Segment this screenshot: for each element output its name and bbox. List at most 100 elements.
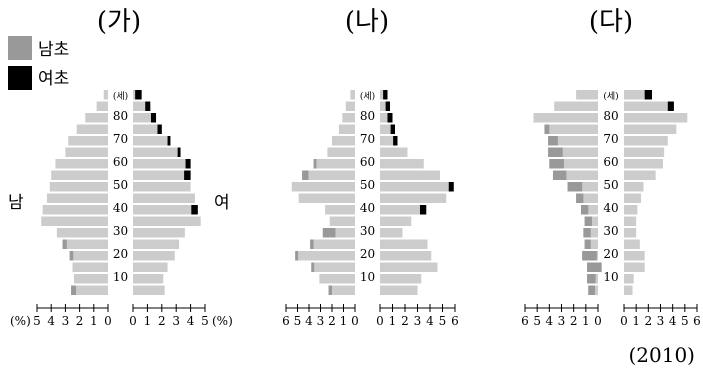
male-bar — [96, 101, 108, 111]
legend-swatch-male-surplus — [8, 36, 32, 60]
male-surplus-segment — [548, 136, 558, 146]
female-bar — [624, 262, 645, 272]
female-bar — [133, 124, 162, 134]
x-tick-label-right: 5 — [439, 314, 447, 328]
panel-title-a: (가) — [97, 7, 141, 37]
x-tick-label-right: 2 — [645, 314, 653, 328]
x-tick-label-left: 0 — [594, 314, 602, 328]
male-bar — [576, 193, 598, 203]
male-surplus-segment — [311, 262, 315, 272]
female-surplus-segment — [387, 113, 393, 123]
male-surplus-segment — [295, 251, 299, 261]
male-bar — [544, 124, 598, 134]
female-bar — [624, 182, 644, 192]
x-tick-label-left: 4 — [546, 314, 554, 328]
male-bar — [49, 182, 108, 192]
male-bar — [350, 90, 355, 100]
male-bar — [62, 239, 108, 249]
male-surplus-segment — [582, 251, 597, 261]
year-label: (2010) — [628, 343, 695, 367]
x-tick-label-left: 5 — [533, 314, 541, 328]
female-bar — [624, 285, 633, 295]
male-surplus-segment — [583, 228, 591, 238]
x-tick-label-right: 1 — [632, 314, 640, 328]
age-tick-label: 80 — [603, 109, 618, 123]
male-bar — [576, 90, 598, 100]
x-tick-label-right: 2 — [401, 314, 409, 328]
female-bar — [380, 228, 403, 238]
female-surplus-segment — [393, 136, 398, 146]
legend-swatch-female-surplus — [8, 66, 32, 90]
male-surplus-segment — [548, 147, 563, 157]
female-surplus-segment — [191, 205, 198, 215]
female-surplus-segment — [177, 147, 181, 157]
female-bar — [133, 274, 164, 284]
female-bar — [133, 113, 157, 123]
male-surplus-segment — [310, 239, 314, 249]
male-surplus-segment — [584, 239, 591, 249]
age-tick-label: 40 — [360, 201, 375, 215]
female-bar — [380, 147, 408, 157]
x-tick-label-right: 6 — [693, 314, 701, 328]
x-tick-label-right: 5 — [201, 314, 209, 328]
female-bar — [133, 251, 175, 261]
female-bar — [133, 182, 191, 192]
age-unit-label: (세) — [360, 91, 375, 102]
legend-label-male-surplus: 남초 — [38, 40, 69, 60]
x-tick-label-left: 2 — [76, 314, 84, 328]
x-tick-label-left: 4 — [47, 314, 55, 328]
axis-unit-right: (%) — [212, 314, 233, 328]
female-bar — [624, 251, 645, 261]
age-tick-label: 40 — [113, 201, 128, 215]
x-tick-label-right: 4 — [187, 314, 195, 328]
male-surplus-segment — [328, 285, 332, 295]
x-tick-label-right: 3 — [172, 314, 180, 328]
x-tick-label-left: 6 — [282, 314, 290, 328]
male-bar — [295, 251, 355, 261]
x-tick-label-left: 0 — [351, 314, 359, 328]
age-tick-label: 40 — [603, 201, 618, 215]
age-tick-label: 10 — [113, 270, 128, 284]
female-bar — [624, 101, 674, 111]
male-bar — [342, 113, 355, 123]
x-tick-label-left: 0 — [104, 314, 112, 328]
age-unit-label: (세) — [113, 91, 128, 102]
female-surplus-segment — [167, 136, 171, 146]
female-surplus-segment — [145, 101, 151, 111]
legend-label-female-surplus: 여초 — [38, 69, 69, 89]
male-bar — [327, 147, 355, 157]
female-surplus-segment — [644, 90, 652, 100]
age-tick-label: 60 — [113, 155, 128, 169]
female-bar — [380, 262, 438, 272]
female-bar — [624, 170, 656, 180]
age-tick-label: 20 — [603, 247, 618, 261]
female-bar — [624, 147, 665, 157]
male-surplus-segment — [544, 124, 550, 134]
female-surplus-segment — [383, 90, 388, 100]
male-bar — [552, 170, 598, 180]
age-tick-label: 20 — [360, 247, 375, 261]
male-bar — [338, 124, 355, 134]
female-bar — [380, 136, 398, 146]
age-tick-label: 10 — [360, 270, 375, 284]
female-bar — [380, 101, 390, 111]
male-bar — [319, 274, 355, 284]
female-surplus-segment — [151, 113, 157, 123]
male-bar — [55, 159, 108, 169]
male-bar — [311, 262, 355, 272]
x-tick-label-right: 1 — [144, 314, 152, 328]
female-surplus-segment — [385, 101, 390, 111]
female-bar — [624, 136, 668, 146]
age-unit-label: (세) — [603, 91, 618, 102]
male-surplus-segment — [567, 182, 583, 192]
male-bar — [69, 251, 108, 261]
female-bar — [133, 159, 191, 169]
age-tick-label: 30 — [360, 224, 375, 238]
male-bar — [46, 193, 108, 203]
male-bar — [71, 285, 108, 295]
male-bar — [567, 182, 598, 192]
female-surplus-segment — [667, 101, 674, 111]
male-bar — [103, 90, 108, 100]
legend: 남초 여초 — [8, 36, 69, 90]
